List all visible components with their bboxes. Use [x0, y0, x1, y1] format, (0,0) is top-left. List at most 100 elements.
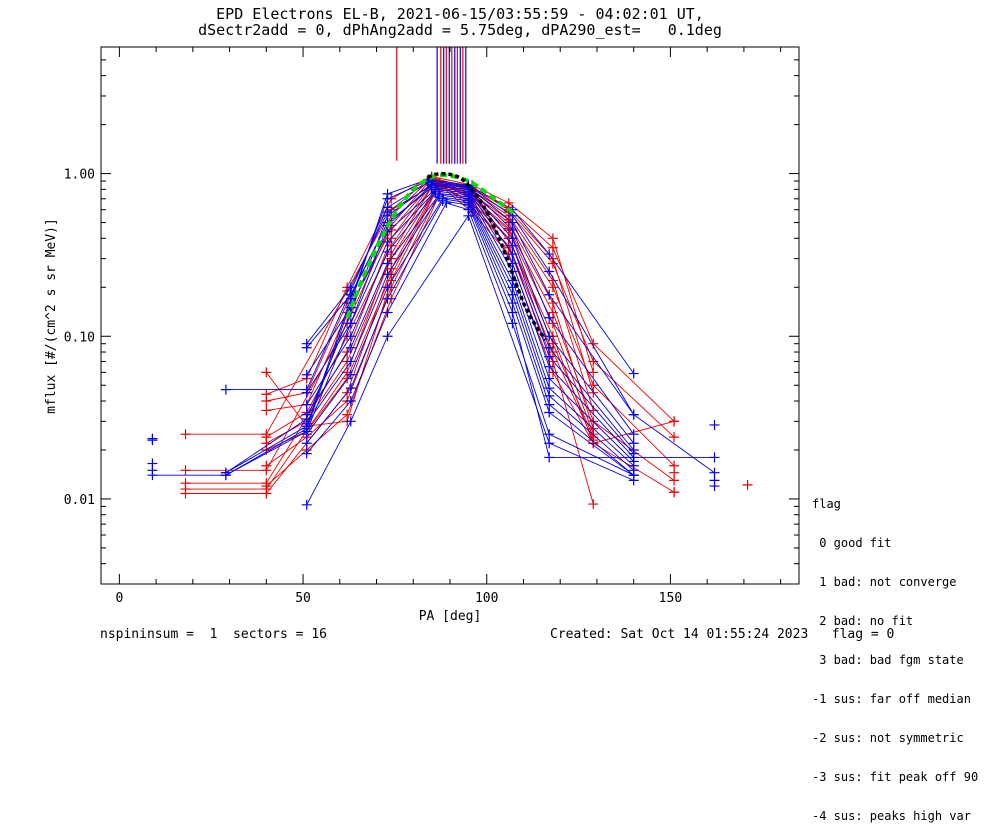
series-line — [266, 185, 594, 467]
data-point — [261, 460, 272, 471]
legend-entry: -3 sus: fit peak off 90 — [812, 770, 979, 784]
data-point — [382, 331, 393, 342]
data-point — [544, 331, 555, 342]
data-point — [628, 409, 639, 420]
data-point — [180, 488, 191, 499]
data-point — [588, 367, 599, 378]
legend-entry: -4 sus: peaks high var — [812, 809, 971, 823]
data-point — [261, 405, 272, 416]
data-point — [544, 452, 555, 463]
data-point — [345, 383, 356, 394]
plot-frame — [100, 46, 800, 585]
data-point — [345, 395, 356, 406]
series-line — [306, 198, 634, 476]
data-point — [382, 236, 393, 247]
data-point — [628, 475, 639, 486]
data-point — [588, 338, 599, 349]
data-point — [180, 465, 191, 476]
y-tick-label: 1.00 — [64, 168, 95, 183]
data-point — [544, 249, 555, 260]
data-point — [742, 479, 753, 490]
axes-layer: 0 50 100 150 0.01 0.10 1.00 — [64, 46, 799, 606]
data-point — [342, 409, 353, 420]
data-point — [147, 465, 158, 476]
series-line — [185, 178, 675, 484]
data-point — [301, 418, 312, 429]
data-point — [382, 246, 393, 257]
data-point — [345, 416, 356, 427]
data-point — [544, 312, 555, 323]
data-point — [301, 409, 312, 420]
data-point — [345, 369, 356, 380]
data-point — [345, 356, 356, 367]
data-point — [301, 369, 312, 380]
data-point — [669, 467, 680, 478]
data-point — [507, 318, 518, 329]
legend-title: flag — [812, 497, 841, 511]
series-line — [306, 185, 635, 451]
data-point — [507, 249, 518, 260]
data-point — [220, 384, 231, 395]
legend-entry: -1 sus: far off median — [812, 692, 971, 706]
x-tick-label: 100 — [475, 591, 498, 606]
data-point — [628, 429, 639, 440]
legend-entry: 0 good fit — [812, 536, 892, 550]
series-line — [225, 182, 635, 415]
data-point — [709, 452, 720, 463]
data-point — [709, 475, 720, 486]
data-point — [261, 367, 272, 378]
legend-entry: 3 bad: bad fgm state — [812, 653, 964, 667]
data-point — [544, 438, 555, 449]
data-point — [547, 233, 558, 244]
flag-legend: flag 0 good fit 1 bad: not converge 2 ba… — [812, 472, 978, 836]
series-line — [266, 186, 675, 487]
data-point — [301, 499, 312, 510]
data-layer — [147, 47, 753, 510]
series-line — [306, 192, 635, 467]
data-point — [345, 342, 356, 353]
data-point — [709, 419, 720, 430]
series-line — [152, 179, 635, 476]
data-point — [382, 258, 393, 269]
data-point — [301, 399, 312, 410]
data-point — [147, 435, 158, 446]
footer-created-info: Created: Sat Oct 14 01:55:24 2023 flag =… — [550, 627, 895, 642]
data-point — [382, 207, 393, 218]
data-point — [382, 293, 393, 304]
data-point — [547, 367, 558, 378]
x-tick-label: 0 — [115, 591, 123, 606]
series-line — [185, 180, 675, 490]
data-point — [261, 395, 272, 406]
data-point — [544, 407, 555, 418]
data-point — [345, 318, 356, 329]
data-point — [441, 197, 452, 208]
data-point — [301, 387, 312, 398]
x-tick-label: 150 — [659, 591, 682, 606]
data-point — [301, 429, 312, 440]
series-line — [185, 182, 675, 494]
pitch-angle-plot: 0 50 100 150 0.01 0.10 1.00 PA [deg] mflux [#/… — [44, 46, 800, 624]
legend-entry: 1 bad: not converge — [812, 575, 957, 589]
data-point — [220, 470, 231, 481]
series-line — [306, 196, 634, 476]
x-tick-label: 50 — [295, 591, 311, 606]
data-point — [382, 269, 393, 280]
data-point — [301, 448, 312, 459]
series-line — [306, 202, 634, 476]
series-line — [185, 176, 675, 435]
data-point — [507, 298, 518, 309]
data-point — [544, 361, 555, 372]
data-point — [463, 210, 474, 221]
series-line — [225, 180, 715, 474]
data-point — [669, 432, 680, 443]
data-point — [628, 368, 639, 379]
black-fit-curve — [427, 171, 547, 341]
footer-spin-info: nspininsum = 1 sectors = 16 — [100, 627, 327, 642]
y-tick-label: 0.01 — [64, 493, 95, 508]
series-line — [306, 214, 634, 506]
series-line — [306, 194, 634, 471]
y-tick-label: 0.10 — [64, 330, 95, 345]
legend-entry: 2 bad: no fit — [812, 614, 914, 628]
series-line — [306, 187, 635, 454]
chart-title-line-2: dSectr2add = 0, dPhAng2add = 5.75deg, dP… — [198, 21, 722, 39]
